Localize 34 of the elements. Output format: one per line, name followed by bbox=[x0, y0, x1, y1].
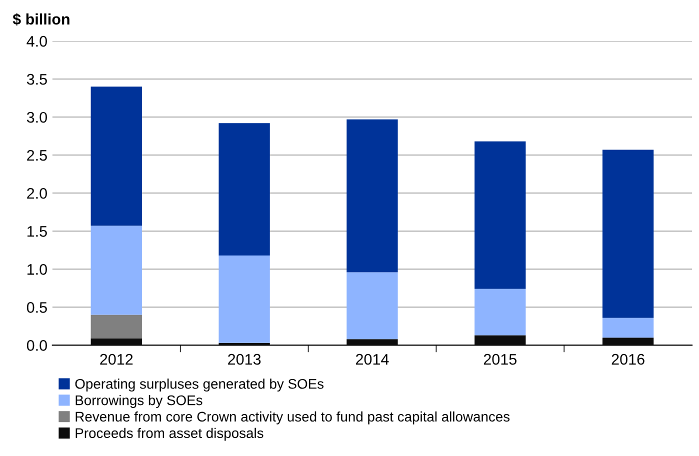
bar bbox=[218, 255, 270, 343]
bar bbox=[90, 86, 142, 226]
y-tick-label: 3.5 bbox=[26, 74, 47, 85]
bar bbox=[474, 141, 526, 289]
x-tick-label: 2013 bbox=[228, 354, 261, 365]
bar bbox=[218, 123, 270, 256]
bar bbox=[474, 335, 526, 346]
bar bbox=[346, 272, 398, 340]
y-tick-label: 1.5 bbox=[27, 226, 47, 237]
bar bbox=[602, 150, 654, 318]
bar bbox=[90, 338, 142, 346]
bar bbox=[90, 314, 142, 338]
bar bbox=[90, 226, 142, 315]
legend-label: Revenue from core Crown activity used to fund past capital allowances bbox=[76, 411, 510, 424]
y-tick-label: 4.0 bbox=[26, 36, 47, 47]
x-tick-label: 2016 bbox=[612, 354, 644, 365]
x-tick-label: 2012 bbox=[100, 354, 133, 365]
y-tick-label: 3.0 bbox=[26, 112, 47, 123]
x-tick-label: 2014 bbox=[356, 354, 389, 365]
bar bbox=[602, 338, 654, 346]
legend-label: Operating surpluses generated by SOEs bbox=[75, 378, 324, 392]
y-tick-label: 0.0 bbox=[26, 340, 47, 351]
y-tick-label: 2.5 bbox=[27, 150, 47, 161]
y-tick-label: 2.0 bbox=[27, 188, 47, 199]
y-tick-label: 1.0 bbox=[27, 264, 47, 275]
bar bbox=[346, 119, 398, 272]
bar bbox=[346, 339, 398, 346]
legend-label: Proceeds from asset disposals bbox=[76, 428, 264, 441]
bar bbox=[602, 318, 654, 338]
bar bbox=[474, 288, 526, 336]
legend-label: Borrowings by SOEs bbox=[76, 395, 202, 408]
x-tick-label: 2015 bbox=[484, 354, 516, 365]
y-tick-label: 0.5 bbox=[26, 302, 47, 313]
y-axis-title: $ billion bbox=[12, 13, 70, 26]
